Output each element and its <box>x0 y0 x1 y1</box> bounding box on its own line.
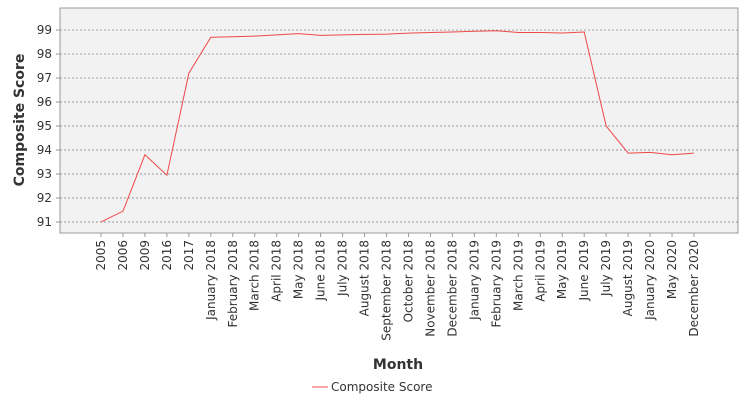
y-tick-label: 96 <box>37 95 52 109</box>
x-tick-label: May 2018 <box>292 240 306 299</box>
x-tick-label: May 2020 <box>665 240 679 299</box>
x-axis-title: Month <box>373 357 423 373</box>
x-tick-label: June 2019 <box>577 240 591 302</box>
x-tick-label: November 2018 <box>423 240 437 337</box>
x-tick-label: February 2019 <box>489 240 503 328</box>
x-tick-label: June 2018 <box>314 240 328 302</box>
x-tick-label: January 2018 <box>204 240 218 321</box>
x-tick-label: March 2018 <box>248 240 262 311</box>
x-tick-label: 2005 <box>94 240 108 271</box>
legend-label: Composite Score <box>331 380 432 394</box>
y-tick-label: 91 <box>37 215 52 229</box>
y-tick-label: 93 <box>37 167 52 181</box>
x-tick-label: December 2020 <box>687 240 701 337</box>
x-tick-label: December 2018 <box>445 240 459 337</box>
x-tick-label: April 2019 <box>533 240 547 302</box>
x-tick-label: 2016 <box>160 240 174 271</box>
y-tick-label: 92 <box>37 191 52 205</box>
y-tick-label: 98 <box>37 47 52 61</box>
x-tick-label: August 2018 <box>358 240 372 316</box>
x-tick-label: February 2018 <box>226 240 240 328</box>
x-tick-label: March 2019 <box>511 240 525 311</box>
x-tick-label: January 2020 <box>643 240 657 321</box>
x-tick-label: April 2018 <box>270 240 284 302</box>
series-line <box>100 30 695 223</box>
y-tick-label: 99 <box>37 23 52 37</box>
y-axis-title: Composite Score <box>12 54 28 187</box>
x-tick-label: October 2018 <box>401 240 415 322</box>
x-tick-label: 2006 <box>116 240 130 271</box>
y-tick-label: 94 <box>37 143 52 157</box>
x-tick-label: January 2019 <box>467 240 481 321</box>
x-tick-label: May 2019 <box>555 240 569 299</box>
x-tick-label: August 2019 <box>621 240 635 316</box>
x-tick-label: 2009 <box>138 240 152 271</box>
plot-area <box>59 7 739 234</box>
x-tick-label: September 2018 <box>380 240 394 341</box>
x-tick-label: 2017 <box>182 240 196 271</box>
y-tick-label: 95 <box>37 119 52 133</box>
y-tick-label: 97 <box>37 71 52 85</box>
x-tick-label: July 2019 <box>599 240 613 297</box>
x-tick-label: July 2018 <box>336 240 350 297</box>
